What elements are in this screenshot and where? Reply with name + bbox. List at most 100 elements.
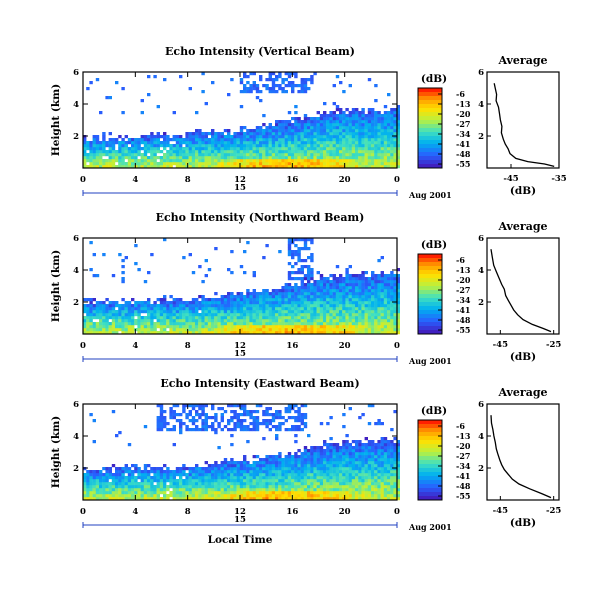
heatmap-cell <box>319 283 324 287</box>
heatmap-cell <box>86 153 90 157</box>
heatmap-cell <box>271 328 276 332</box>
heatmap-cell <box>198 428 202 432</box>
heatmap-cell <box>134 497 138 501</box>
colorbar-frame <box>417 87 443 169</box>
heatmap-cell <box>278 156 282 160</box>
heatmap-cell <box>387 132 391 136</box>
heatmap-cell <box>233 416 237 420</box>
heatmap-cell <box>390 331 394 335</box>
heatmap-cell <box>236 319 240 323</box>
heatmap-cell <box>335 114 340 118</box>
heatmap-cell <box>316 280 320 284</box>
heatmap-cell <box>287 476 292 480</box>
heatmap-cell <box>265 319 269 323</box>
heatmap-cell <box>140 141 144 145</box>
heatmap-cell <box>137 162 141 166</box>
heatmap-cell <box>182 319 186 323</box>
heatmap-cell <box>364 289 368 293</box>
heatmap-cell <box>297 159 301 163</box>
heatmap-cell <box>124 304 128 308</box>
heatmap-cell <box>345 440 349 444</box>
heatmap-cell <box>374 147 378 151</box>
heatmap-cell <box>195 298 199 302</box>
heatmap-cell <box>169 301 173 305</box>
heatmap-cell <box>297 268 301 272</box>
heatmap-cell <box>201 135 205 139</box>
heatmap-cell <box>89 497 93 501</box>
heatmap-cell <box>236 322 240 326</box>
heatmap-cell <box>255 322 260 326</box>
heatmap-cell <box>115 322 119 326</box>
heatmap-cell <box>95 479 100 483</box>
heatmap-cell <box>271 129 276 133</box>
heatmap-cell <box>348 277 352 281</box>
heatmap-cell <box>246 150 250 154</box>
heatmap-cell <box>89 241 93 245</box>
heatmap-cell <box>179 141 183 145</box>
heatmap-cell <box>252 497 256 501</box>
heatmap-cell <box>371 316 375 320</box>
average-x-tick-label: -35 <box>551 174 566 184</box>
heatmap-cell <box>361 114 365 118</box>
heatmap-cell <box>99 325 103 329</box>
heatmap-cell <box>198 479 202 483</box>
heatmap-cell <box>294 313 298 317</box>
heatmap-cell <box>255 497 260 501</box>
heatmap-cell <box>287 81 292 85</box>
heatmap-cell <box>287 494 292 498</box>
heatmap-cell <box>275 84 279 88</box>
heatmap-cell <box>124 313 128 317</box>
heatmap-cell <box>374 304 378 308</box>
heatmap-cell <box>150 144 154 148</box>
heatmap-cell <box>297 132 301 136</box>
heatmap-cell <box>214 479 218 483</box>
heatmap-cell <box>102 307 106 311</box>
heatmap-cell <box>355 325 359 329</box>
heatmap-cell <box>291 129 295 133</box>
heatmap-cell <box>89 162 93 166</box>
heatmap-cell <box>182 422 186 426</box>
heatmap-cell <box>233 307 237 311</box>
heatmap-cell <box>268 141 272 145</box>
heatmap-cell <box>310 319 314 323</box>
heatmap-cell <box>207 494 212 498</box>
heatmap-cell <box>150 319 154 323</box>
heatmap-cell <box>342 464 346 468</box>
heatmap-cell <box>294 488 298 492</box>
heatmap-cell <box>323 159 327 163</box>
heatmap-cell <box>393 467 397 471</box>
heatmap-cell <box>223 410 228 414</box>
heatmap-cell <box>249 319 253 323</box>
heatmap-cell <box>281 464 285 468</box>
heatmap-cell <box>371 322 375 326</box>
heatmap-cell <box>220 156 224 160</box>
heatmap-cell <box>239 310 244 314</box>
heatmap-cell <box>351 322 356 326</box>
heatmap-cell <box>332 289 336 293</box>
heatmap-cell <box>243 295 247 299</box>
heatmap-cell <box>377 331 381 335</box>
heatmap-cell <box>156 319 160 323</box>
heatmap-cell <box>380 274 384 278</box>
heatmap-cell <box>367 470 372 474</box>
heatmap-cell <box>339 126 343 130</box>
heatmap-cell <box>95 141 100 145</box>
heatmap-cell <box>348 488 352 492</box>
colorbar-band <box>418 310 442 315</box>
colorbar-band <box>418 156 442 161</box>
heatmap-cell <box>137 467 141 471</box>
heatmap-cell <box>182 313 186 317</box>
heatmap-cell <box>374 313 378 317</box>
heatmap-cell <box>131 153 135 157</box>
heatmap-cell <box>367 301 372 305</box>
heatmap-cell <box>182 162 186 166</box>
heatmap-cell <box>313 147 317 151</box>
heatmap-cell <box>297 120 301 124</box>
heatmap-cell <box>214 156 218 160</box>
heatmap-cell <box>239 141 244 145</box>
heatmap-cell <box>140 165 144 169</box>
heatmap-cell <box>214 307 218 311</box>
heatmap-cell <box>393 473 397 477</box>
heatmap-cell <box>278 141 282 145</box>
heatmap-cell <box>134 328 138 332</box>
